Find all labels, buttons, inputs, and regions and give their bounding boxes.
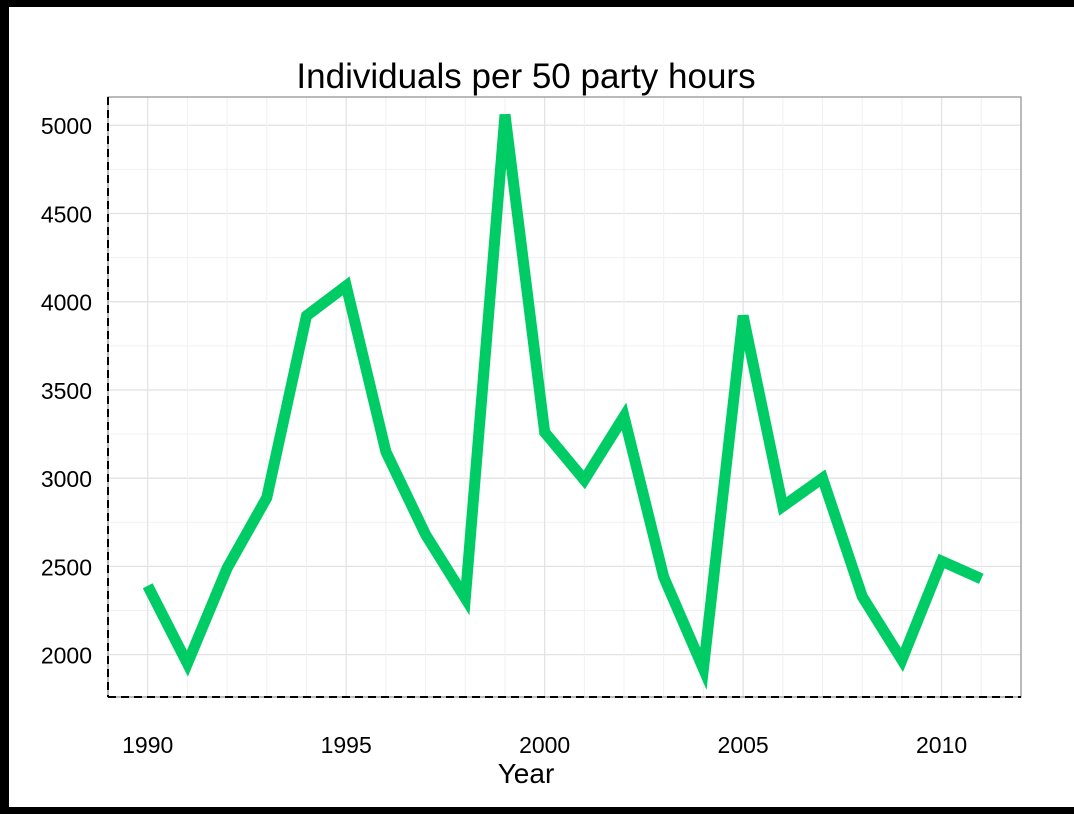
x-tick-label: 1995 xyxy=(321,732,372,758)
x-tick-label: 1990 xyxy=(122,732,173,758)
plot-area-border xyxy=(107,96,1022,698)
y-tick-label: 4500 xyxy=(41,201,92,227)
chart-title: Individuals per 50 party hours xyxy=(296,57,755,96)
y-tick-label: 5000 xyxy=(41,113,92,139)
grid-lines xyxy=(107,97,1022,697)
x-axis-ticks: 1990 1995 2000 2005 2010 xyxy=(122,732,967,758)
x-tick-label: 2000 xyxy=(519,732,570,758)
y-tick-label: 2500 xyxy=(41,554,92,580)
y-tick-label: 3000 xyxy=(41,466,92,492)
x-tick-label: 2010 xyxy=(916,732,967,758)
x-axis-label: Year xyxy=(498,758,555,789)
y-tick-label: 2000 xyxy=(41,643,92,669)
series-layer xyxy=(142,113,984,690)
y-tick-label: 3500 xyxy=(41,378,92,404)
y-axis-ticks: 2000 2500 3000 3500 4000 4500 5000 xyxy=(41,113,92,668)
y-tick-label: 4000 xyxy=(41,290,92,316)
x-tick-label: 2005 xyxy=(718,732,769,758)
series-line xyxy=(142,113,984,690)
